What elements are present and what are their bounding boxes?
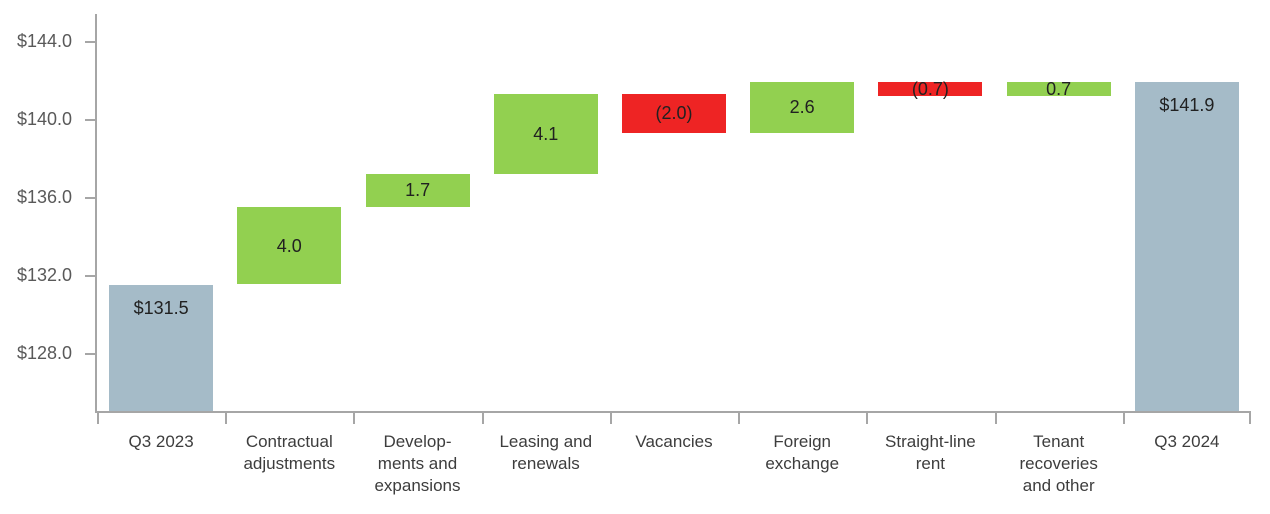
bar-developments-and-expansions (365, 173, 470, 207)
bar-straight-line-rent (878, 82, 983, 96)
x-axis-tick (610, 411, 612, 424)
y-axis-tick-label: $132.0 (16, 265, 72, 285)
x-axis-category-label-line: recoveries (1019, 454, 1098, 473)
y-axis-tick (85, 119, 97, 121)
x-axis-category-label-contractual-adjustments: Contractual adjustments (225, 431, 353, 475)
bar-q3-2024 (1134, 82, 1239, 411)
y-axis-tick (85, 197, 97, 199)
x-axis-category-label-line: ments and (377, 454, 458, 473)
x-axis-tick (482, 411, 484, 424)
bar-value-label-vacancies: (2.0) (655, 103, 693, 124)
bar-value-label-foreign-exchange: 2.6 (789, 97, 815, 118)
bar-vacancies (622, 93, 726, 133)
y-axis-tick (85, 353, 97, 355)
x-axis-category-label-vacancies: Vacancies (610, 431, 738, 453)
x-axis-category-label-tenant-recoveries-and-other: Tenant recoveries and other (995, 431, 1123, 497)
x-axis-category-label-line: renewals (511, 454, 580, 473)
x-axis-line (95, 411, 1251, 413)
x-axis-category-label-foreign-exchange: Foreign exchange (738, 431, 866, 475)
x-axis-category-label-line: rent (915, 454, 946, 473)
y-axis-tick (85, 41, 97, 43)
x-axis-category-label-line: Foreign (773, 432, 831, 451)
x-axis-category-label-line: Q3 2023 (128, 432, 194, 451)
x-axis-category-label-line: and other (1022, 476, 1095, 495)
y-axis-tick-label: $128.0 (16, 343, 72, 363)
x-axis-category-label-q3-2023: Q3 2023 (97, 431, 225, 453)
x-axis-tick (995, 411, 997, 424)
x-axis-tick (97, 411, 99, 424)
y-axis-line (95, 14, 97, 413)
bar-tenant-recoveries-and-other (1006, 82, 1111, 96)
y-axis-tick-label: $136.0 (16, 187, 72, 207)
x-axis-tick (353, 411, 355, 424)
x-axis-tick (225, 411, 227, 424)
x-axis-tick (738, 411, 740, 424)
bar-value-label-contractual-adjustments: 4.0 (276, 235, 302, 256)
x-axis-category-label-line: Leasing and (499, 432, 593, 451)
x-axis-category-label-line: Contractual (245, 432, 333, 451)
bar-value-label-straight-line-rent: (0.7) (911, 78, 949, 99)
bar-leasing-and-renewals (493, 93, 598, 174)
x-axis-category-label-line: Tenant (1033, 432, 1085, 451)
bar-q3-2023 (109, 284, 214, 411)
x-axis-category-label-straight-line-rent: Straight-line rent (866, 431, 994, 475)
bar-value-label-tenant-recoveries-and-other: 0.7 (1046, 78, 1072, 99)
x-axis-tick (866, 411, 868, 424)
bar-value-label-leasing-and-renewals: 4.1 (533, 123, 559, 144)
x-axis-tick (1249, 411, 1251, 424)
x-axis-category-label-line: Vacancies (635, 432, 713, 451)
x-axis-tick (1123, 411, 1125, 424)
bar-value-label-developments-and-expansions: 1.7 (405, 180, 431, 201)
y-axis-tick-label: $140.0 (16, 109, 72, 129)
x-axis-category-label-line: expansions (374, 476, 461, 495)
x-axis-category-label-developments-and-expansions: Develop-ments and expansions (353, 431, 481, 497)
y-axis-tick-label: $144.0 (16, 31, 72, 51)
bar-foreign-exchange (750, 82, 855, 133)
y-axis-tick (85, 275, 97, 277)
bar-value-label-q3-2024: $141.9 (1159, 95, 1215, 116)
bar-contractual-adjustments (237, 206, 342, 285)
x-axis-category-label-line: Straight-line (885, 432, 976, 451)
x-axis-category-label-q3-2024: Q3 2024 (1123, 431, 1251, 453)
bar-value-label-q3-2023: $131.5 (133, 297, 189, 318)
x-axis-category-label-line: adjustments (243, 454, 336, 473)
x-axis-category-label-leasing-and-renewals: Leasing and renewals (482, 431, 610, 475)
x-axis-category-label-line: Q3 2024 (1154, 432, 1220, 451)
x-axis-category-label-line: Develop- (383, 432, 452, 451)
x-axis-category-label-line: exchange (765, 454, 840, 473)
